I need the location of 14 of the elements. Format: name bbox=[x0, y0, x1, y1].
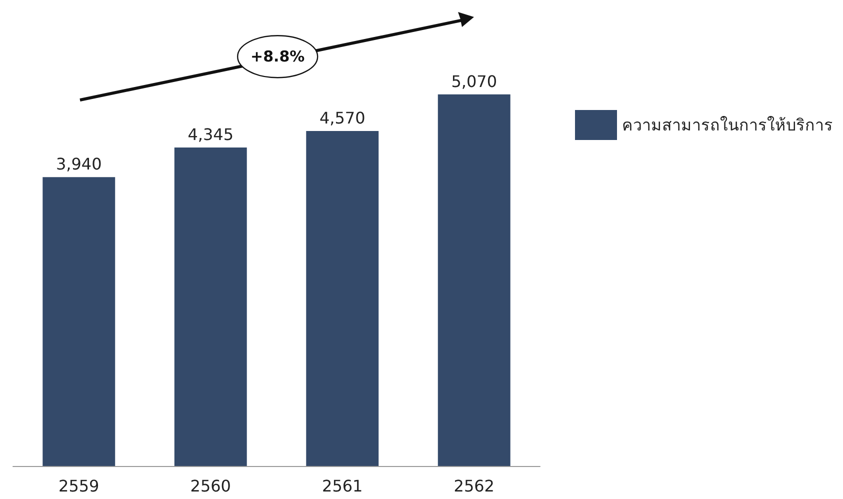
x-tick-label: 2560 bbox=[190, 476, 231, 496]
text: +8.8% bbox=[250, 48, 305, 66]
bar bbox=[42, 177, 116, 466]
x-tick-label: 2559 bbox=[58, 476, 100, 496]
data-label: 4,570 bbox=[319, 108, 366, 128]
legend-label: ความสามารถในการให้บริการ bbox=[622, 116, 833, 134]
bar bbox=[306, 130, 379, 466]
x-tick-label: 2562 bbox=[454, 476, 494, 496]
data-label: 4,345 bbox=[188, 124, 234, 144]
bar bbox=[174, 147, 247, 466]
data-label: 5,070 bbox=[451, 72, 498, 91]
x-tick-label: 2561 bbox=[322, 476, 363, 496]
bar bbox=[438, 94, 510, 466]
data-label: 3,940 bbox=[56, 154, 102, 174]
